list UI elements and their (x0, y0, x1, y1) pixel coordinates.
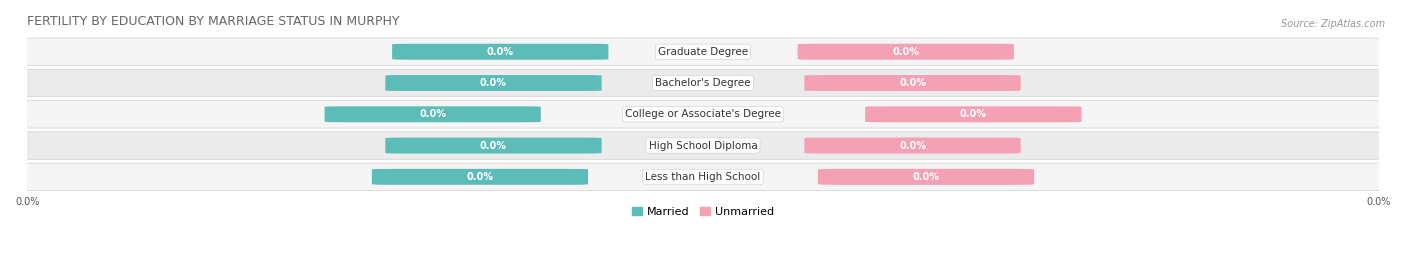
FancyBboxPatch shape (797, 44, 1014, 60)
FancyBboxPatch shape (14, 101, 1392, 128)
Text: 0.0%: 0.0% (467, 172, 494, 182)
Text: Source: ZipAtlas.com: Source: ZipAtlas.com (1281, 19, 1385, 29)
FancyBboxPatch shape (804, 137, 1021, 154)
FancyBboxPatch shape (14, 132, 1392, 159)
Text: 0.0%: 0.0% (419, 109, 446, 119)
FancyBboxPatch shape (818, 169, 1035, 185)
FancyBboxPatch shape (371, 169, 588, 185)
FancyBboxPatch shape (865, 106, 1081, 122)
Legend: Married, Unmarried: Married, Unmarried (627, 202, 779, 221)
Text: 0.0%: 0.0% (486, 47, 513, 57)
Text: High School Diploma: High School Diploma (648, 141, 758, 151)
Text: 0.0%: 0.0% (893, 47, 920, 57)
FancyBboxPatch shape (385, 137, 602, 154)
Text: 0.0%: 0.0% (479, 141, 508, 151)
Text: 0.0%: 0.0% (960, 109, 987, 119)
Text: 0.0%: 0.0% (898, 141, 927, 151)
FancyBboxPatch shape (804, 75, 1021, 91)
FancyBboxPatch shape (325, 106, 541, 122)
Text: Graduate Degree: Graduate Degree (658, 47, 748, 57)
Text: 0.0%: 0.0% (912, 172, 939, 182)
Text: Bachelor's Degree: Bachelor's Degree (655, 78, 751, 88)
FancyBboxPatch shape (14, 69, 1392, 97)
FancyBboxPatch shape (14, 163, 1392, 191)
FancyBboxPatch shape (392, 44, 609, 60)
FancyBboxPatch shape (385, 75, 602, 91)
Text: College or Associate's Degree: College or Associate's Degree (626, 109, 780, 119)
Text: 0.0%: 0.0% (479, 78, 508, 88)
FancyBboxPatch shape (14, 38, 1392, 66)
Text: 0.0%: 0.0% (898, 78, 927, 88)
Text: Less than High School: Less than High School (645, 172, 761, 182)
Text: FERTILITY BY EDUCATION BY MARRIAGE STATUS IN MURPHY: FERTILITY BY EDUCATION BY MARRIAGE STATU… (27, 15, 399, 28)
